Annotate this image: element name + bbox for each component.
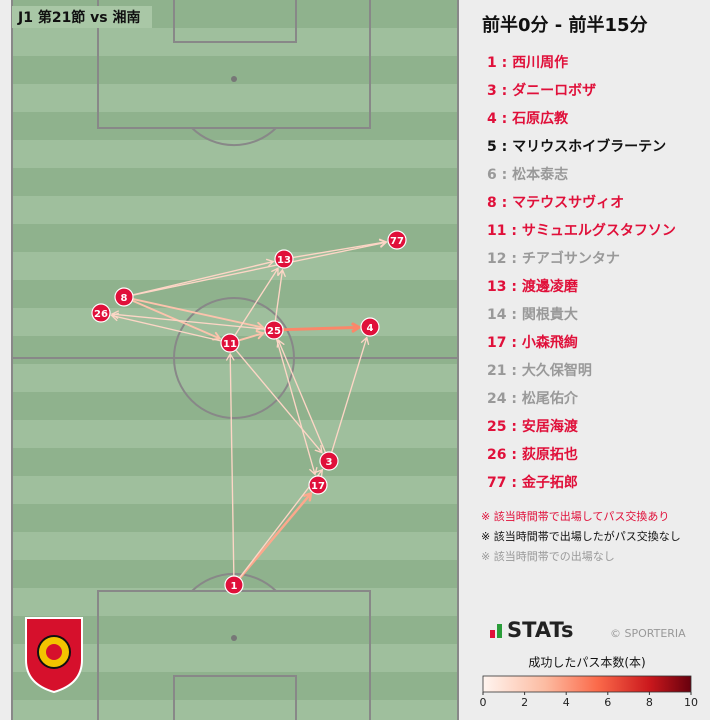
colorbar-tick-label: 10 (684, 696, 698, 709)
pass-arrow (226, 352, 235, 576)
player-node (387, 230, 407, 250)
period-title: 前半0分 - 前半15分 (482, 14, 648, 36)
node-label: 26 (94, 309, 108, 320)
legend-note: ※ 該当時間帯での出場なし (481, 549, 615, 563)
node-label: 77 (390, 236, 404, 247)
header-bg (12, 6, 152, 28)
colorbar-tick-label: 6 (604, 696, 611, 709)
pass-arrow (239, 468, 324, 578)
player-label: 3 : ダニーロボザ (487, 82, 596, 99)
stripe (12, 84, 458, 112)
pass-arrow (274, 268, 286, 321)
player-label: 17 : 小森飛絢 (487, 334, 578, 351)
stripe (12, 168, 458, 196)
player-node (224, 575, 244, 595)
stripe (12, 196, 458, 224)
node-label: 25 (267, 326, 281, 337)
node-label: 8 (121, 293, 128, 304)
colorbar-ticks: 0 2 4 6 8 10 (480, 692, 698, 709)
colorbar-tick-label: 2 (521, 696, 528, 709)
node-label: 1 (231, 581, 238, 592)
node-label: 17 (311, 481, 325, 492)
player-label: 13 : 渡邊凌磨 (487, 278, 579, 295)
stripe (12, 504, 458, 532)
node-label: 4 (367, 323, 374, 334)
player-label: 25 : 安居海渡 (487, 418, 579, 435)
node-label: 13 (277, 255, 291, 266)
colorbar-tick-label: 0 (480, 696, 487, 709)
player-label: 24 : 松尾佑介 (487, 390, 579, 407)
player-label: 12 : チアゴサンタナ (487, 250, 620, 267)
brand: STATs (507, 618, 573, 642)
player-node (91, 303, 111, 323)
player-label: 5 : マリウスホイブラーテン (487, 138, 666, 155)
node-label: 3 (326, 457, 333, 468)
pass-arrow (110, 310, 265, 330)
pass-arrow (238, 330, 266, 342)
club-crest (25, 617, 83, 694)
player-label: 21 : 大久保智明 (487, 362, 592, 379)
match-title: J1 第21節 vs 湘南 (17, 9, 141, 26)
stripe (12, 700, 458, 724)
pass-arrow (331, 336, 370, 453)
stripe (12, 252, 458, 280)
credit: © SPORTERIA (610, 627, 686, 640)
player-node (319, 451, 339, 471)
stripe (12, 224, 458, 252)
passes (110, 238, 388, 579)
player-label: 77 : 金子拓郎 (487, 474, 578, 491)
colorbar-tick-label: 4 (563, 696, 570, 709)
player-label: 6 : 松本泰志 (487, 166, 568, 183)
logo: STATs © SPORTERIA (490, 618, 686, 642)
stripe (12, 280, 458, 308)
stripe (12, 532, 458, 560)
player-label: 1 : 西川周作 (487, 54, 568, 71)
pass-arrow (293, 238, 388, 259)
player-node (308, 475, 328, 495)
legend-notes: ※ 該当時間帯で出場してパス交換あり ※ 該当時間帯で出場したがパス交換なし ※ 該… (481, 509, 681, 563)
colorbar-title: 成功したパス本数(本) (528, 655, 645, 670)
legend-note: ※ 該当時間帯で出場したがパス交換なし (481, 529, 681, 543)
player-node (220, 333, 240, 353)
pass-arrow (239, 491, 313, 579)
stripe (12, 420, 458, 448)
player-label: 14 : 関根貴大 (487, 306, 578, 323)
stripe (12, 112, 458, 140)
player-label: 26 : 荻原拓也 (487, 446, 578, 463)
pass-arrow (235, 349, 323, 454)
player-list: 1 : 西川周作 3 : ダニーロボザ 4 : 石原広教 5 : マリウスホイブラーテ… (487, 54, 676, 491)
stripe (12, 364, 458, 392)
stripe (12, 448, 458, 476)
player-node (360, 317, 380, 337)
stripe (12, 644, 458, 672)
player-node (114, 287, 134, 307)
pitch-stripes (12, 0, 458, 724)
pass-arrow (133, 258, 275, 296)
stripe (12, 476, 458, 504)
pass-arrow (276, 338, 318, 476)
colorbar (482, 675, 692, 693)
colorbar-tick-label: 8 (646, 696, 653, 709)
node-label: 11 (223, 339, 237, 350)
player-label: 4 : 石原広教 (487, 110, 569, 127)
legend-note: ※ 該当時間帯で出場してパス交換あり (481, 509, 669, 523)
stripe (12, 392, 458, 420)
pass-arrow (282, 322, 362, 333)
player-node (274, 249, 294, 269)
player-label: 8 : マテウスサヴィオ (487, 194, 624, 211)
player-node (264, 320, 284, 340)
pass-arrow (234, 267, 279, 336)
player-label: 11 : サミュエルグスタフソン (487, 222, 676, 239)
